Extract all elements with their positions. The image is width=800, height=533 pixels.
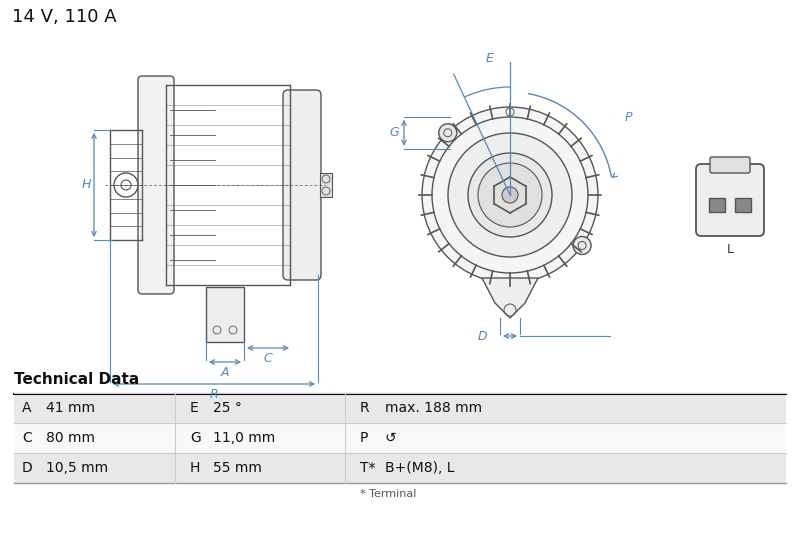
Text: A: A — [221, 366, 230, 378]
Text: ↺: ↺ — [385, 431, 397, 445]
Text: R: R — [210, 387, 218, 400]
Text: * Terminal: * Terminal — [360, 489, 416, 499]
Text: 25 °: 25 ° — [213, 401, 242, 415]
Text: 55 mm: 55 mm — [213, 461, 262, 475]
Text: G: G — [389, 126, 399, 139]
Bar — [320, 173, 332, 197]
Text: 14 V, 110 A: 14 V, 110 A — [12, 8, 117, 26]
Bar — [206, 287, 244, 342]
Polygon shape — [482, 278, 538, 318]
Text: max. 188 mm: max. 188 mm — [385, 401, 482, 415]
Circle shape — [468, 153, 552, 237]
Text: C: C — [264, 351, 272, 365]
Circle shape — [422, 107, 598, 283]
Text: L: L — [726, 243, 734, 256]
FancyBboxPatch shape — [696, 164, 764, 236]
Circle shape — [573, 237, 591, 254]
Bar — [14, 453, 786, 483]
Text: E: E — [486, 52, 494, 64]
Text: D: D — [477, 329, 487, 343]
Bar — [735, 198, 751, 212]
Text: H: H — [190, 461, 200, 475]
Circle shape — [448, 133, 572, 257]
Text: D: D — [22, 461, 33, 475]
Bar — [14, 423, 786, 453]
Circle shape — [438, 124, 457, 142]
FancyBboxPatch shape — [283, 90, 321, 280]
Text: P: P — [360, 431, 368, 445]
FancyBboxPatch shape — [710, 157, 750, 173]
Text: R: R — [360, 401, 370, 415]
Text: 41 mm: 41 mm — [46, 401, 95, 415]
Text: T*: T* — [360, 461, 375, 475]
Text: 10,5 mm: 10,5 mm — [46, 461, 108, 475]
Text: E: E — [190, 401, 198, 415]
Circle shape — [502, 187, 518, 203]
Text: Technical Data: Technical Data — [14, 372, 139, 387]
Text: 11,0 mm: 11,0 mm — [213, 431, 275, 445]
Circle shape — [478, 163, 542, 227]
Bar — [14, 393, 786, 423]
Text: 80 mm: 80 mm — [46, 431, 95, 445]
Text: G: G — [190, 431, 201, 445]
Text: P: P — [625, 111, 633, 124]
Text: A: A — [22, 401, 31, 415]
Text: H: H — [82, 179, 90, 191]
Bar — [709, 198, 725, 212]
FancyBboxPatch shape — [138, 76, 174, 294]
Text: C: C — [22, 431, 32, 445]
Text: B+(M8), L: B+(M8), L — [385, 461, 454, 475]
